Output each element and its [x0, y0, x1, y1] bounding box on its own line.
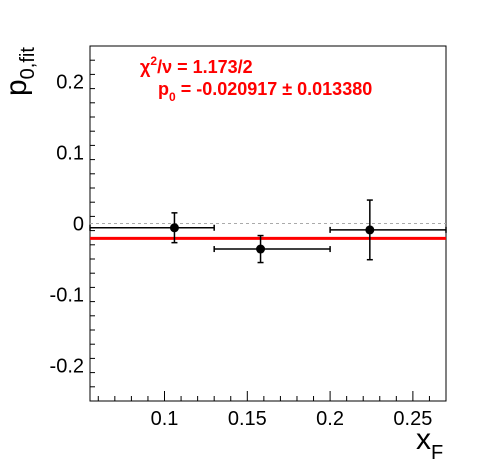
y-tick-label: -0.1: [50, 285, 84, 307]
chi2-symbol: χ: [140, 57, 151, 77]
marks: [89, 199, 447, 264]
annotation-p0: p0 = -0.020917 ± 0.013380: [158, 79, 372, 104]
x-tick-label: 0.25: [393, 408, 432, 430]
data-point: [365, 225, 375, 235]
x-tick-label: 0.15: [228, 408, 267, 430]
y-tick-label: 0: [73, 214, 84, 236]
x-axis-title: xF: [416, 423, 443, 464]
p0-subscript: 0: [169, 90, 176, 104]
chi2-value: /ν = 1.173/2: [157, 57, 253, 77]
data-point: [256, 244, 266, 254]
x-tick-label: 0.2: [316, 408, 344, 430]
chi2-superscript: 2: [150, 54, 157, 68]
p0-value: = -0.020917 ± 0.013380: [176, 79, 373, 99]
annotation-chi2: χ2/ν = 1.173/2: [140, 54, 253, 77]
x-axis-title-main: x: [416, 423, 431, 456]
y-tick-label: -0.2: [50, 356, 84, 378]
p0-symbol: p: [158, 79, 169, 99]
data-point: [169, 223, 179, 233]
y-axis-title: p0,fit: [0, 47, 39, 96]
ticks: [90, 45, 447, 402]
x-axis-title-sub: F: [431, 442, 443, 464]
y-tick-label: 0.2: [56, 72, 84, 94]
y-axis-title-main: p: [0, 79, 33, 96]
y-tick-label: 0.1: [56, 143, 84, 165]
y-axis-title-sub: 0,fit: [17, 47, 39, 80]
tick-labels: 0.1 0.15 0.2 0.25 0.2 0.1 0 -0.1 -0.2: [50, 72, 433, 431]
x-tick-label: 0.1: [151, 408, 179, 430]
